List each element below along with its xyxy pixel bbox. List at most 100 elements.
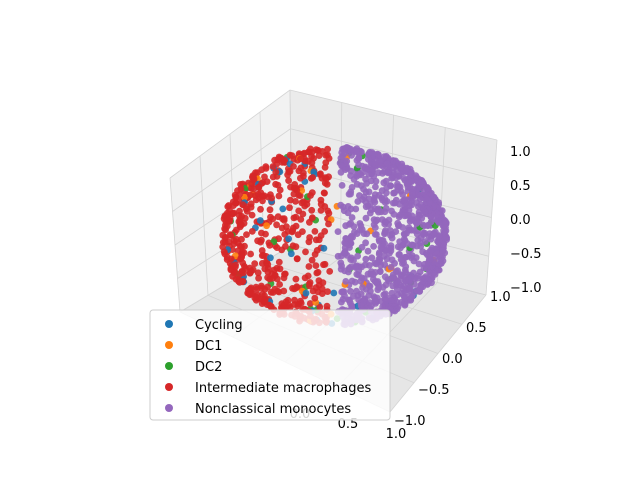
scatter-point bbox=[259, 197, 266, 205]
scatter-point bbox=[413, 274, 421, 282]
scatter-point bbox=[275, 192, 283, 200]
scatter-point bbox=[286, 204, 293, 212]
scatter-point bbox=[281, 270, 288, 278]
scatter-point bbox=[416, 179, 424, 187]
scatter-point bbox=[405, 224, 413, 232]
scatter-point bbox=[342, 278, 350, 285]
scatter-point bbox=[370, 216, 378, 224]
scatter-point bbox=[295, 191, 303, 199]
scatter-point bbox=[420, 264, 428, 272]
scatter-point bbox=[399, 191, 406, 199]
scatter-point bbox=[311, 294, 319, 302]
scatter-point bbox=[289, 242, 297, 250]
scatter-point bbox=[347, 172, 354, 180]
scatter-point bbox=[348, 184, 356, 191]
legend-frame bbox=[149, 309, 391, 421]
scatter-point bbox=[394, 219, 402, 227]
scatter-point bbox=[282, 298, 290, 306]
scatter-point bbox=[387, 297, 395, 304]
scatter-point bbox=[318, 290, 326, 297]
z-tick-label: 0.5 bbox=[510, 179, 531, 194]
scatter-point bbox=[441, 234, 449, 242]
scatter-point bbox=[233, 226, 240, 234]
scatter-point bbox=[422, 273, 430, 280]
scatter-point bbox=[263, 222, 270, 230]
scatter-point bbox=[243, 231, 250, 239]
scatter-point bbox=[324, 151, 331, 159]
scatter-point bbox=[348, 152, 355, 159]
scatter-point bbox=[354, 252, 361, 260]
scatter-point bbox=[266, 301, 273, 309]
scatter-point bbox=[247, 203, 255, 211]
scatter-point bbox=[315, 236, 323, 244]
scatter-point bbox=[358, 263, 366, 271]
scatter-point bbox=[317, 196, 325, 204]
scatter-point bbox=[371, 231, 379, 238]
scatter-point bbox=[396, 211, 404, 219]
scatter-point bbox=[363, 230, 371, 238]
scatter-point bbox=[381, 218, 389, 226]
scatter-point bbox=[397, 244, 404, 252]
scatter-point bbox=[299, 210, 307, 218]
scatter-point bbox=[317, 207, 325, 214]
scatter-point bbox=[347, 263, 355, 271]
scatter-point bbox=[360, 185, 367, 193]
scatter-point bbox=[320, 244, 328, 252]
scatter-point bbox=[240, 220, 248, 227]
legend-entry: DC1 bbox=[195, 339, 222, 354]
scatter-point bbox=[426, 199, 433, 206]
scatter-point bbox=[302, 248, 309, 256]
scatter-point bbox=[372, 177, 380, 185]
scatter-point bbox=[365, 171, 373, 178]
scatter-point bbox=[261, 173, 268, 181]
scatter-point bbox=[348, 214, 356, 221]
scatter-point bbox=[262, 163, 270, 171]
scatter-point bbox=[308, 256, 316, 264]
scatter-point bbox=[306, 300, 314, 307]
scatter-point bbox=[320, 189, 328, 197]
scatter-point bbox=[372, 183, 379, 191]
scatter-point bbox=[401, 202, 409, 210]
scatter-point bbox=[309, 214, 316, 222]
legend-marker bbox=[165, 404, 173, 412]
scatter-point bbox=[285, 235, 292, 243]
scatter-point bbox=[289, 285, 296, 292]
scatter-point bbox=[357, 290, 365, 298]
scatter-point bbox=[365, 188, 373, 196]
scatter-point bbox=[304, 272, 312, 280]
scatter-point bbox=[289, 224, 297, 232]
scatter-point bbox=[435, 256, 443, 264]
scatter-point bbox=[359, 284, 366, 291]
scatter-point bbox=[334, 228, 342, 236]
scatter-point bbox=[286, 151, 294, 159]
scatter-point bbox=[364, 270, 372, 278]
scatter-point bbox=[421, 229, 428, 237]
scatter-point bbox=[390, 211, 398, 218]
z-tick-label: 1.0 bbox=[510, 145, 531, 160]
scatter-point bbox=[410, 269, 417, 277]
scatter-point bbox=[348, 232, 355, 240]
scatter-point bbox=[389, 274, 396, 282]
scatter-point bbox=[227, 232, 235, 239]
scatter-point bbox=[247, 250, 255, 258]
scatter-point bbox=[224, 217, 232, 224]
scatter-point bbox=[254, 269, 262, 277]
scatter-point bbox=[324, 145, 331, 153]
scatter-point bbox=[292, 198, 299, 205]
scatter-point bbox=[409, 241, 417, 249]
scatter-point bbox=[371, 294, 379, 302]
scatter-point bbox=[378, 237, 386, 244]
scatter-point bbox=[256, 217, 264, 224]
scatter-point bbox=[381, 230, 388, 238]
z-tick-label: −0.5 bbox=[510, 247, 542, 262]
scatter-point bbox=[241, 214, 249, 222]
scatter-point bbox=[312, 262, 320, 269]
scatter-point bbox=[269, 173, 277, 181]
scatter-point bbox=[381, 198, 389, 206]
scatter-point bbox=[387, 182, 395, 190]
scatter-point bbox=[390, 189, 397, 197]
scatter-point bbox=[394, 291, 402, 299]
scatter-point bbox=[258, 229, 265, 237]
scatter-point bbox=[381, 273, 389, 281]
scatter-point bbox=[402, 263, 410, 271]
